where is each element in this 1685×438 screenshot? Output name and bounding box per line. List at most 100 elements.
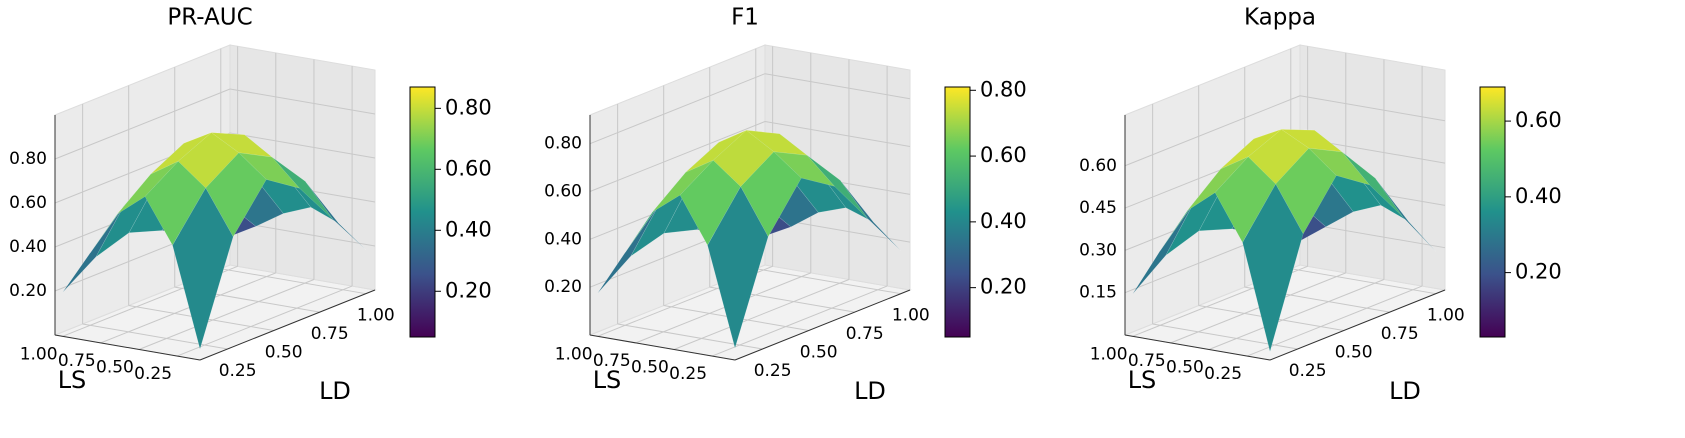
y-tick-label: 0.25 (1204, 364, 1242, 384)
z-tick-label: 0.60 (544, 182, 582, 202)
colorbar-tick-label: 0.60 (445, 156, 492, 180)
right-pane (764, 44, 911, 291)
z-tick-label: 0.80 (9, 149, 47, 169)
grid-line (100, 272, 276, 344)
grid-line (764, 73, 911, 100)
chart-title: F1 (731, 5, 759, 31)
grid-line (1299, 95, 1446, 122)
x-tick-label: 0.50 (800, 343, 838, 363)
x-axis-label: LD (319, 377, 351, 405)
surface-patch (1132, 203, 1194, 295)
grid-line (1170, 272, 1346, 344)
x-axis-label: LD (1389, 377, 1421, 405)
y-tick-label: 1.00 (20, 344, 58, 364)
z-tick-label: 0.30 (1079, 240, 1117, 260)
x-tick-label: 0.25 (1289, 361, 1327, 381)
right-pane (229, 44, 376, 291)
axis-line (1124, 334, 1271, 361)
axis-line (54, 334, 201, 361)
surface-patch (210, 132, 273, 158)
surface-patch (1374, 177, 1436, 252)
z-tick-label: 0.80 (544, 134, 582, 154)
y-tick-label: 0.50 (96, 357, 134, 377)
x-tick-label: 1.00 (1427, 306, 1465, 326)
colorbar-tick-label: 0.60 (1515, 108, 1562, 132)
x-tick-label: 0.75 (311, 324, 349, 344)
surface-patch (806, 155, 868, 219)
grid-line (82, 323, 228, 350)
grid-line (635, 272, 811, 344)
panel: 0.250.500.751.000.250.500.751.000.200.40… (9, 5, 492, 406)
axis-line (199, 289, 376, 361)
z-tick-label: 0.40 (544, 229, 582, 249)
surface-patch (597, 205, 659, 294)
grid-line (1124, 95, 1301, 167)
chart-title: PR-AUC (167, 5, 252, 31)
y-axis-label: LS (593, 366, 622, 394)
grid-line (711, 285, 888, 357)
grid-line (589, 73, 766, 145)
grid-line (220, 268, 366, 295)
y-axis-label: LS (1128, 366, 1157, 394)
surface-patch (707, 186, 769, 349)
chart-title: Kappa (1244, 5, 1316, 31)
y-tick-label: 1.00 (1090, 344, 1128, 364)
y-tick-label: 0.25 (669, 364, 707, 384)
x-tick-label: 0.75 (1381, 324, 1419, 344)
grid-line (589, 121, 766, 192)
colorbar-tick-label: 0.40 (445, 217, 492, 241)
grid-line (673, 279, 850, 350)
x-tick-label: 1.00 (892, 306, 930, 326)
x-tick-label: 0.75 (846, 324, 884, 344)
y-axis-label: LS (58, 366, 87, 394)
grid-line (229, 132, 376, 159)
grid-line (229, 88, 376, 115)
surface-patch (1242, 183, 1304, 353)
y-tick-label: 0.75 (593, 351, 631, 371)
x-axis-label: LD (854, 377, 886, 405)
colorbar (1479, 86, 1506, 338)
surface-patch (172, 187, 234, 350)
axis-line (1269, 289, 1446, 361)
z-tick-label: 0.20 (544, 277, 582, 297)
axis-line (589, 334, 736, 361)
z-tick-label: 0.40 (9, 237, 47, 257)
colorbar-tick-label: 0.80 (445, 95, 492, 119)
y-tick-label: 0.50 (631, 357, 669, 377)
x-tick-label: 0.25 (219, 361, 257, 381)
surface-patch (773, 151, 836, 187)
colorbar-tick-label: 0.20 (1515, 260, 1562, 284)
grid-line (1246, 285, 1423, 357)
grid-line (176, 285, 353, 357)
x-tick-label: 0.25 (754, 361, 792, 381)
y-tick-label: 0.50 (1166, 357, 1204, 377)
z-tick-label: 0.60 (9, 193, 47, 213)
colorbar (944, 86, 971, 338)
grid-line (764, 121, 911, 148)
panel: 0.250.500.751.000.250.500.751.000.150.30… (1079, 5, 1562, 406)
x-tick-label: 1.00 (357, 306, 395, 326)
x-tick-label: 0.50 (1335, 343, 1373, 363)
y-tick-label: 0.75 (58, 351, 96, 371)
colorbar-tick-label: 0.40 (980, 209, 1027, 233)
colorbar-tick-label: 0.60 (980, 143, 1027, 167)
colorbar-tick-label: 0.20 (445, 278, 492, 302)
panel: 0.250.500.751.000.250.500.751.000.200.40… (544, 5, 1027, 406)
colorbar-tick-label: 0.80 (980, 77, 1027, 101)
axis-line (734, 289, 911, 361)
z-tick-label: 0.60 (1079, 156, 1117, 176)
z-tick-label: 0.15 (1079, 283, 1117, 303)
grid-line (54, 88, 231, 160)
colorbar-tick-label: 0.20 (980, 275, 1027, 299)
grid-line (1152, 323, 1298, 350)
grid-line (617, 323, 763, 350)
colorbar (409, 86, 436, 338)
colorbar-tick-label: 0.40 (1515, 184, 1562, 208)
y-tick-label: 1.00 (555, 344, 593, 364)
y-tick-label: 0.25 (134, 364, 172, 384)
grid-line (1208, 279, 1385, 350)
grid-line (1290, 268, 1436, 295)
x-tick-label: 0.50 (265, 343, 303, 363)
z-tick-label: 0.45 (1079, 198, 1117, 218)
